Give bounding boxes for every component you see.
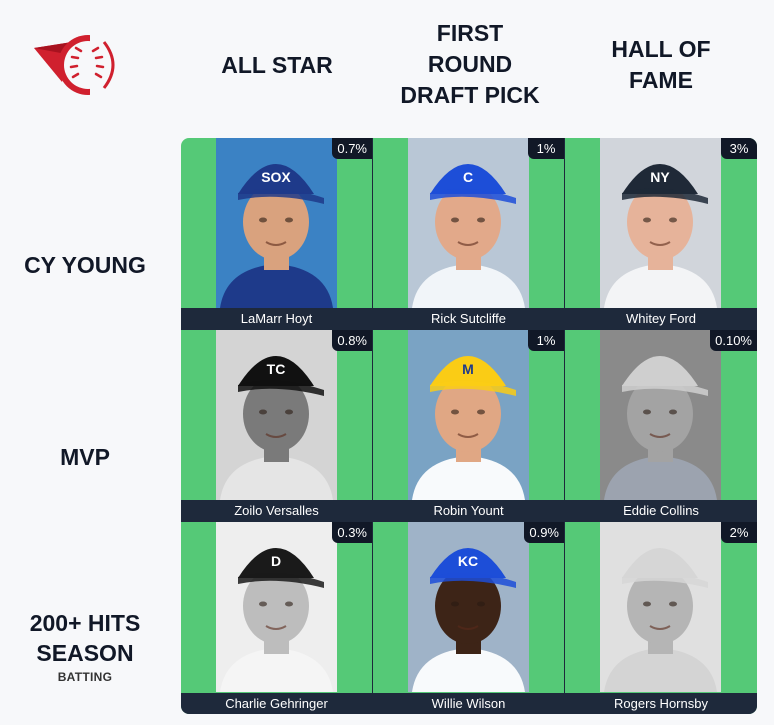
player-name: LaMarr Hoyt [181,308,372,329]
player-photo [600,330,721,500]
player-name: Charlie Gehringer [181,693,372,714]
player-name: Whitey Ford [565,308,757,329]
rarity-badge: 0.10% [710,330,757,351]
grid-cell-zoilo-versalles[interactable]: TC 0.8% Zoilo Versalles [181,330,373,522]
answer-grid: SOX 0.7% LaMarr Hoyt C 1% Rick Sutcliffe NY 3% W… [181,138,757,714]
player-name: Eddie Collins [565,500,757,521]
grid-cell-willie-wilson[interactable]: KC 0.9% Willie Wilson [373,522,565,714]
svg-text:NY: NY [650,169,670,185]
row-header-label: CY YOUNG [24,252,146,278]
rarity-badge: 1% [528,330,564,351]
row-header-200-hits-season: 200+ HITS SEASON BATTING [0,578,170,716]
player-name: Rogers Hornsby [565,693,757,714]
rarity-badge: 3% [721,138,757,159]
player-photo [600,522,721,692]
row-header-label: MVP [60,444,110,470]
grid-cell-lamarr-hoyt[interactable]: SOX 0.7% LaMarr Hoyt [181,138,373,330]
player-photo: M [408,330,529,500]
row-header-cy-young: CY YOUNG [0,220,170,280]
rarity-badge: 0.9% [524,522,564,543]
svg-text:M: M [462,361,474,377]
player-name: Zoilo Versalles [181,500,372,521]
baseball-logo-icon [34,34,130,96]
rarity-badge: 2% [721,522,757,543]
row-header-label: 200+ HITS SEASON [29,610,141,666]
player-name: Robin Yount [373,500,564,521]
player-photo: KC [408,522,529,692]
player-photo: SOX [216,138,337,308]
immaculate-grid-logo[interactable] [32,32,130,98]
grid-cell-charlie-gehringer[interactable]: D 0.3% Charlie Gehringer [181,522,373,714]
svg-text:KC: KC [458,553,478,569]
svg-text:D: D [271,553,281,569]
player-photo: D [216,522,337,692]
grid-cell-whitey-ford[interactable]: NY 3% Whitey Ford [565,138,757,330]
svg-text:C: C [463,169,473,185]
grid-cell-eddie-collins[interactable]: 0.10% Eddie Collins [565,330,757,522]
column-header-hall-of-fame: HALL OF FAME [611,36,711,93]
grid-cell-rick-sutcliffe[interactable]: C 1% Rick Sutcliffe [373,138,565,330]
column-header-all-star: ALL STAR [221,52,333,78]
player-photo: C [408,138,529,308]
column-header-first-round-draft-pick: FIRST ROUND DRAFT PICK [400,20,540,108]
player-name: Rick Sutcliffe [373,308,564,329]
rarity-badge: 1% [528,138,564,159]
rarity-badge: 0.7% [332,138,372,159]
svg-text:TC: TC [267,361,286,377]
svg-text:SOX: SOX [261,169,291,185]
player-photo: TC [216,330,337,500]
player-photo: NY [600,138,721,308]
rarity-badge: 0.8% [332,330,372,351]
row-header-sublabel: BATTING [57,670,113,684]
row-header-mvp: MVP [0,412,170,472]
rarity-badge: 0.3% [332,522,372,543]
player-name: Willie Wilson [373,693,564,714]
grid-cell-rogers-hornsby[interactable]: 2% Rogers Hornsby [565,522,757,714]
grid-cell-robin-yount[interactable]: M 1% Robin Yount [373,330,565,522]
